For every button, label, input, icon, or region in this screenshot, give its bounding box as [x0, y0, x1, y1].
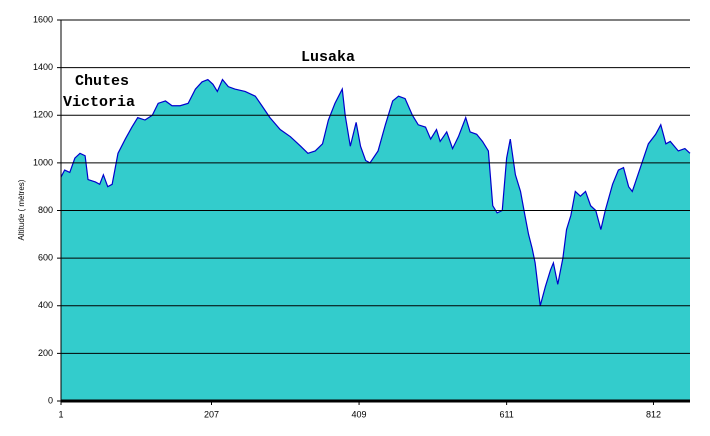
y-tick-label: 200	[38, 348, 53, 358]
line	[60, 78, 691, 306]
annotation: Victoria	[63, 94, 135, 111]
y-tick-label: 1000	[33, 157, 53, 167]
annotation: Chutes	[75, 73, 129, 90]
annotation: Lusaka	[301, 49, 355, 66]
x-tick-label: 207	[204, 409, 219, 419]
y-tick-label: 1400	[33, 62, 53, 72]
y-tick-label: 400	[38, 300, 53, 310]
y-tick-label: 1600	[33, 14, 53, 24]
y-tick-label: 800	[38, 205, 53, 215]
area	[61, 79, 690, 401]
y-axis-label: Altitude ( mètres)	[17, 179, 26, 240]
y-tick-label: 0	[48, 395, 53, 405]
y-tick-label: 1200	[33, 110, 53, 120]
x-tick-label: 409	[352, 409, 367, 419]
x-tick-label: 1	[58, 409, 63, 419]
x-tick-label: 812	[646, 409, 661, 419]
y-tick-label: 600	[38, 253, 53, 263]
x-tick-label: 611	[499, 409, 513, 419]
